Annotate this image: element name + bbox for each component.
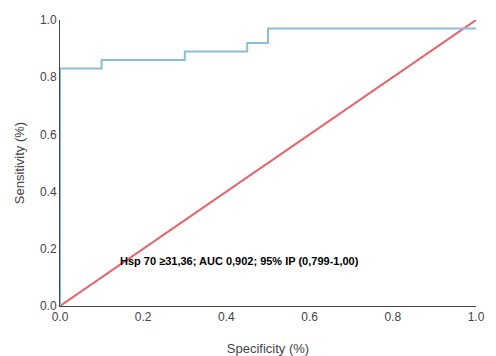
svg-text:1.0: 1.0 bbox=[40, 13, 57, 27]
svg-text:Sensitivity (%): Sensitivity (%) bbox=[12, 122, 27, 204]
svg-text:0.8: 0.8 bbox=[384, 310, 401, 324]
svg-text:0.6: 0.6 bbox=[40, 128, 57, 142]
svg-text:0.0: 0.0 bbox=[52, 310, 69, 324]
svg-text:0.2: 0.2 bbox=[135, 310, 152, 324]
svg-text:0.6: 0.6 bbox=[301, 310, 318, 324]
svg-text:0.8: 0.8 bbox=[40, 70, 57, 84]
svg-text:0.2: 0.2 bbox=[40, 242, 57, 256]
svg-text:Hsp 70 ≥31,36; AUC 0,902; 95%: Hsp 70 ≥31,36; AUC 0,902; 95% IP (0,799-… bbox=[120, 255, 359, 267]
svg-text:0.0: 0.0 bbox=[40, 299, 57, 313]
svg-text:1.0: 1.0 bbox=[468, 310, 485, 324]
svg-text:0.4: 0.4 bbox=[40, 185, 57, 199]
svg-text:0.4: 0.4 bbox=[218, 310, 235, 324]
svg-text:Specificity (%): Specificity (%) bbox=[227, 341, 309, 356]
